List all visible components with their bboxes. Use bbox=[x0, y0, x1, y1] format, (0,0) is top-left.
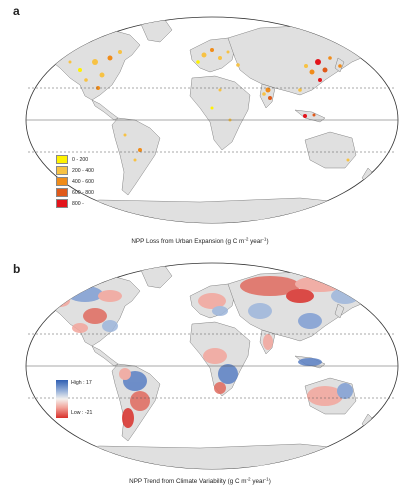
legend-swatch bbox=[56, 188, 68, 197]
legend-swatch bbox=[56, 177, 68, 186]
legend-label: 200 - 400 bbox=[72, 167, 94, 174]
legend-label: 0 - 200 bbox=[72, 156, 89, 163]
africa bbox=[189, 75, 251, 151]
central-america bbox=[91, 99, 119, 121]
legend-item: 200 - 400 bbox=[56, 165, 94, 176]
legend-item: 400 - 600 bbox=[56, 176, 94, 187]
japan bbox=[334, 303, 345, 319]
india bbox=[259, 83, 276, 109]
legend-label: 400 - 600 bbox=[72, 178, 94, 185]
legend-label: 600 - 800 bbox=[72, 189, 94, 196]
legend-trend: High : 17 Low : -21 bbox=[56, 380, 92, 418]
legend-item: 800 - bbox=[56, 198, 94, 209]
panel-b-label: b bbox=[13, 262, 21, 276]
south-america bbox=[111, 117, 161, 196]
antarctica bbox=[29, 443, 391, 469]
legend-high-label: High : 17 bbox=[71, 380, 92, 386]
graticule-lines bbox=[26, 87, 398, 153]
legend-gradient bbox=[56, 380, 68, 418]
caption-b: NPP Trend from Climate Variability (g C … bbox=[129, 476, 271, 485]
legend-urban: 0 - 200 200 - 400 400 - 600 600 - 800 80… bbox=[56, 154, 94, 209]
panel-a-label: a bbox=[13, 4, 20, 18]
legend-swatch bbox=[56, 199, 68, 208]
europe bbox=[189, 37, 236, 73]
legend-item: 600 - 800 bbox=[56, 187, 94, 198]
climate-npp-trend-map bbox=[25, 262, 399, 470]
trend-patches bbox=[50, 276, 359, 428]
urban-npp-loss-map bbox=[25, 16, 399, 224]
legend-label: 800 - bbox=[72, 200, 84, 207]
legend-low-label: Low : -21 bbox=[71, 410, 93, 416]
australia bbox=[304, 131, 357, 169]
caption-a: NPP Loss from Urban Expansion (g C m-2 y… bbox=[131, 236, 269, 245]
legend-item: 0 - 200 bbox=[56, 154, 94, 165]
legend-swatch bbox=[56, 166, 68, 175]
legend-swatch bbox=[56, 155, 68, 164]
urban-hotspots bbox=[68, 48, 350, 162]
central-america bbox=[91, 345, 119, 367]
graticule-lines bbox=[26, 333, 398, 399]
